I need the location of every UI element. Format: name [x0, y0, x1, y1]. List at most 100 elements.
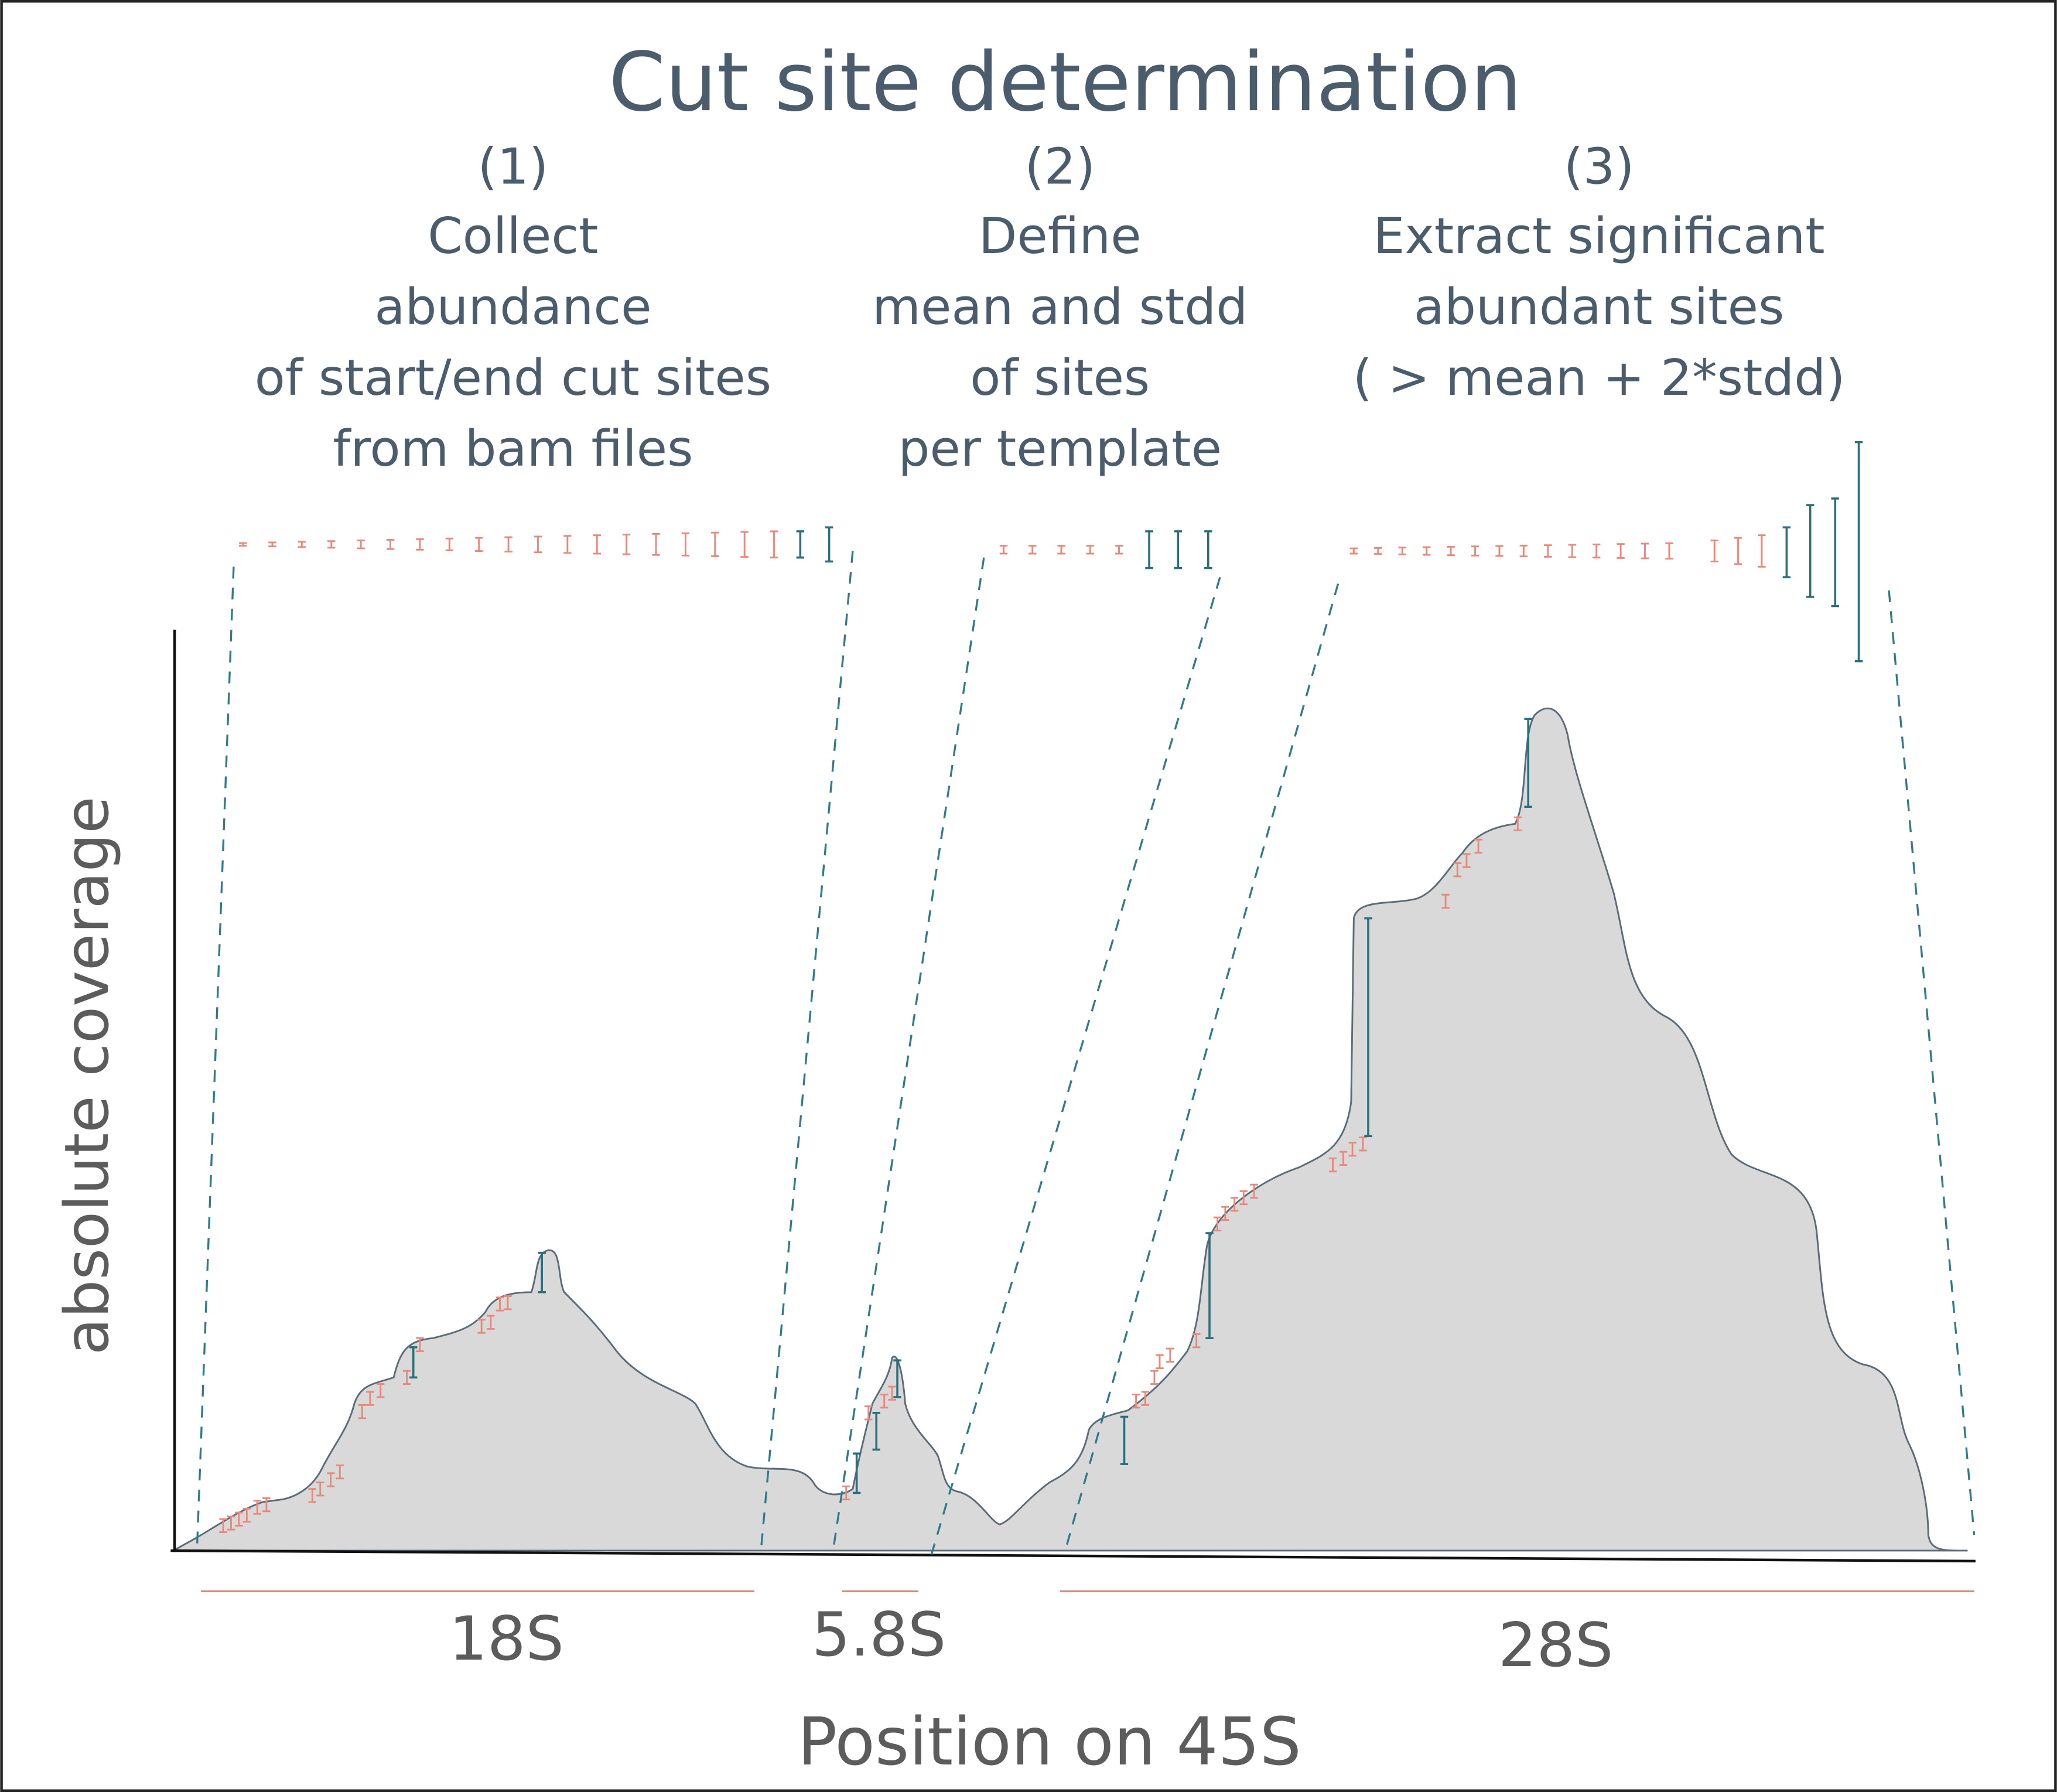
step-line: per template: [898, 420, 1222, 478]
error-bar: [1782, 526, 1791, 579]
error-bar: [1141, 1391, 1150, 1406]
error-bar: [740, 531, 749, 558]
error-bar: [681, 532, 690, 557]
step-line: Define: [979, 207, 1142, 265]
error-bar: [1447, 545, 1455, 557]
error-bar: [1192, 1333, 1201, 1349]
error-bar: [1854, 441, 1863, 663]
error-bar: [474, 537, 483, 552]
zoom-lines: [196, 551, 1976, 1555]
error-bar: [235, 1511, 243, 1527]
step-line: of start/end cut sites: [255, 349, 771, 407]
step-line: mean and stdd: [872, 278, 1248, 336]
error-bar: [593, 534, 601, 555]
error-bar: [711, 531, 719, 557]
error-bar: [1453, 862, 1461, 878]
error-bar: [268, 541, 276, 548]
error-bar: [1513, 816, 1522, 831]
error-bar: [1519, 544, 1528, 558]
error-bar: [504, 1295, 512, 1310]
error-bar: [825, 526, 833, 563]
step-line: abundant sites: [1414, 278, 1784, 336]
step-line: ( > mean + 2*stdd): [1353, 349, 1846, 407]
error-bar: [386, 539, 395, 550]
error-bar: [888, 1385, 896, 1401]
error-bar: [1568, 544, 1576, 558]
error-bar: [326, 1472, 335, 1487]
error-bar: [1328, 1157, 1337, 1173]
error-bar: [652, 533, 660, 556]
error-bar: [327, 540, 336, 549]
error-bar: [880, 1394, 889, 1409]
error-bar: [1221, 1206, 1229, 1221]
error-bar: [796, 530, 805, 559]
error-bar: [253, 1500, 261, 1515]
step-line: Collect: [428, 207, 598, 265]
error-bar: [416, 538, 424, 551]
error-bar: [298, 541, 306, 548]
error-bar: [1120, 1415, 1129, 1465]
step-number: (2): [1024, 138, 1095, 196]
error-bar: [1374, 547, 1382, 555]
error-bar: [1665, 542, 1673, 560]
segment-label: 18S: [449, 1604, 563, 1674]
error-bar: [1213, 1216, 1222, 1231]
error-bar: [504, 536, 512, 553]
error-bar: [1463, 853, 1471, 868]
error-bar: [308, 1488, 317, 1503]
error-bar: [622, 534, 631, 555]
error-bar: [1132, 1394, 1140, 1409]
error-bar: [852, 1452, 861, 1494]
error-bar: [1758, 534, 1766, 568]
error-bar: [1495, 545, 1504, 557]
error-bar: [358, 1404, 367, 1419]
error-bar: [242, 1507, 251, 1523]
error-bar: [402, 1370, 411, 1385]
error-bar: [1115, 545, 1123, 555]
error-bar: [1617, 543, 1625, 559]
step-number: (1): [478, 138, 549, 196]
error-bar: [1349, 547, 1358, 555]
error-bar: [1230, 1197, 1239, 1212]
error-bar: [1174, 530, 1183, 569]
x-axis-label: Position on 45S: [798, 1704, 1301, 1780]
error-bar: [238, 542, 247, 547]
error-bar: [1086, 545, 1094, 555]
error-bar: [1239, 1190, 1248, 1206]
error-bar: [1150, 1370, 1159, 1385]
error-bar: [1348, 1142, 1356, 1157]
error-bar: [999, 545, 1008, 555]
error-bar: [1544, 544, 1552, 558]
segment-label: 5.8S: [812, 1600, 946, 1670]
coverage-area: [170, 707, 1968, 1552]
error-bar: [563, 535, 572, 554]
error-bar: [1145, 530, 1153, 569]
error-bar: [416, 1337, 424, 1353]
error-bar: [1831, 497, 1839, 607]
error-bar: [538, 1251, 546, 1293]
error-bar: [219, 1518, 227, 1534]
title: Cut site determination: [609, 35, 1522, 129]
error-bar: [770, 530, 778, 559]
steps: (1) Collect abundance of start/end cut site…: [255, 138, 1846, 478]
error-bar: [336, 1464, 344, 1480]
error-bar: [1156, 1354, 1164, 1370]
error-bar: [1057, 545, 1065, 555]
error-bar: [1592, 543, 1601, 559]
segment-label: 28S: [1498, 1610, 1613, 1681]
error-bar: [477, 1319, 486, 1334]
error-bar: [1398, 547, 1406, 555]
error-bar: [1204, 530, 1212, 569]
error-bar: [487, 1315, 495, 1330]
error-bar: [893, 1359, 901, 1398]
error-bar: [1422, 546, 1431, 556]
error-bar: [1471, 545, 1479, 557]
error-bar: [1806, 504, 1815, 598]
error-bar: [409, 1346, 418, 1379]
error-bar: [1205, 1232, 1214, 1339]
step-number: (3): [1564, 138, 1635, 196]
step-line: abundance: [374, 278, 651, 336]
error-bar: [1441, 893, 1450, 909]
error-bar: [1166, 1347, 1174, 1363]
